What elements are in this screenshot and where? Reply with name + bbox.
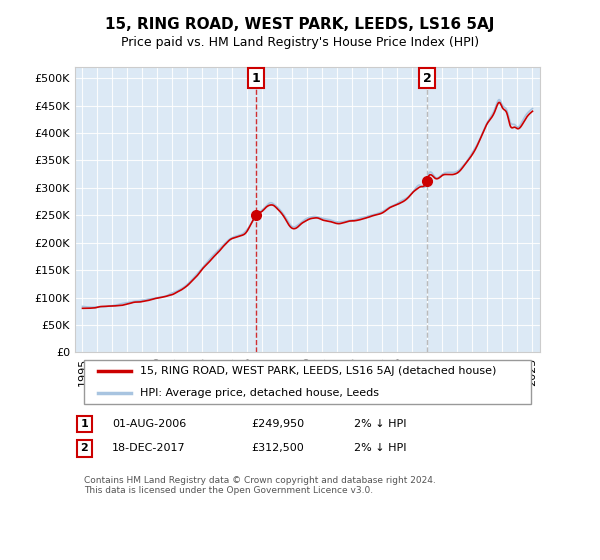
Text: £312,500: £312,500 bbox=[252, 444, 304, 454]
Text: HPI: Average price, detached house, Leeds: HPI: Average price, detached house, Leed… bbox=[140, 388, 379, 398]
Text: 15, RING ROAD, WEST PARK, LEEDS, LS16 5AJ: 15, RING ROAD, WEST PARK, LEEDS, LS16 5A… bbox=[106, 17, 494, 32]
Text: 2% ↓ HPI: 2% ↓ HPI bbox=[354, 444, 407, 454]
Text: £249,950: £249,950 bbox=[252, 419, 305, 429]
Text: 01-AUG-2006: 01-AUG-2006 bbox=[112, 419, 187, 429]
Text: Price paid vs. HM Land Registry's House Price Index (HPI): Price paid vs. HM Land Registry's House … bbox=[121, 36, 479, 49]
Text: 15, RING ROAD, WEST PARK, LEEDS, LS16 5AJ (detached house): 15, RING ROAD, WEST PARK, LEEDS, LS16 5A… bbox=[140, 366, 496, 376]
FancyBboxPatch shape bbox=[84, 360, 531, 404]
Text: 1: 1 bbox=[252, 72, 260, 85]
Text: 2: 2 bbox=[422, 72, 431, 85]
Text: 2% ↓ HPI: 2% ↓ HPI bbox=[354, 419, 407, 429]
Text: 18-DEC-2017: 18-DEC-2017 bbox=[112, 444, 186, 454]
Text: Contains HM Land Registry data © Crown copyright and database right 2024.
This d: Contains HM Land Registry data © Crown c… bbox=[84, 475, 436, 495]
Text: 2: 2 bbox=[80, 444, 88, 454]
Text: 1: 1 bbox=[80, 419, 88, 429]
